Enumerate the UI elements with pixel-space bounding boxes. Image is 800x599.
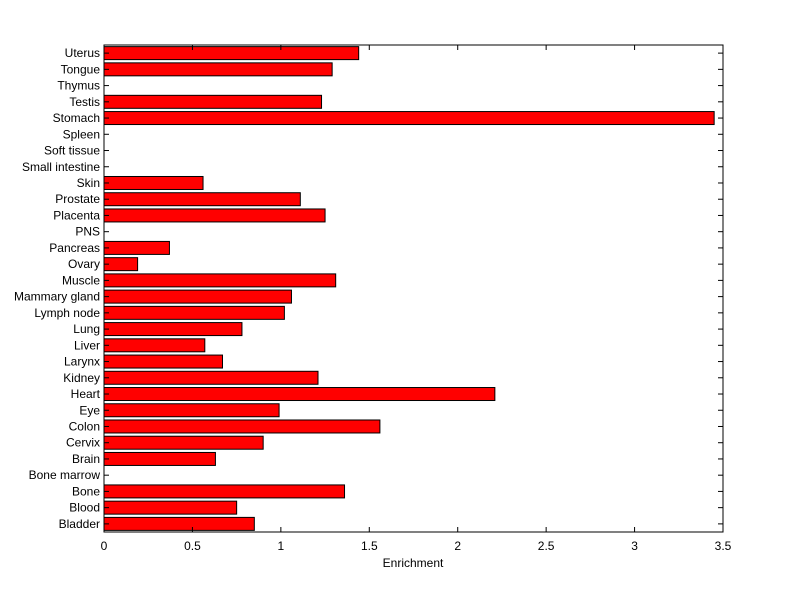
y-tick-label-pns: PNS [75,225,100,239]
y-tick-label-stomach: Stomach [53,111,100,125]
y-axis-ticks: Uterus Tongue Thymus Testis Stomach Spleen Sof… [14,46,723,531]
y-tick-label-thymus: Thymus [57,79,100,93]
y-tick-label-bone: Bone [72,484,100,498]
bar-testis [103,94,323,109]
y-tick-label-liver: Liver [74,338,100,352]
y-tick-label-kidney: Kidney [63,371,100,385]
bar-kidney [103,370,319,385]
y-tick-label-placenta: Placenta [53,208,100,222]
bar-tongue [103,62,333,77]
bar-larynx [103,354,223,369]
y-tick-label-heart: Heart [71,387,101,401]
bar-stomach [103,111,715,126]
bar-muscle [103,273,337,288]
bar-lymph-node [103,305,285,320]
bar-liver [103,338,206,353]
y-tick-label-cervix: Cervix [66,436,100,450]
y-tick-label-bone-marrow: Bone marrow [29,468,101,482]
y-tick-label-soft-tissue: Soft tissue [44,144,100,158]
y-tick-label-uterus: Uterus [65,46,100,60]
plot-frame [103,44,724,533]
y-tick-label-brain: Brain [72,452,100,466]
bar-heart [103,387,496,402]
y-tick-label-small-intestine: Small intestine [22,160,100,174]
x-tick-label: 0.5 [184,539,201,553]
y-tick-label-blood: Blood [69,501,100,515]
x-tick-label: 0 [101,539,108,553]
bar-prostate [103,192,301,207]
plot-area [104,45,723,532]
y-tick-label-lung: Lung [73,322,100,336]
x-tick-label: 3.5 [715,539,732,553]
y-tick-label-tongue: Tongue [61,62,101,76]
bar-eye [103,403,280,418]
y-tick-label-mammary-gland: Mammary gland [14,290,100,304]
y-tick-label-spleen: Spleen [63,127,100,141]
y-tick-label-ovary: Ovary [68,257,100,271]
bar-lung [103,322,243,337]
y-tick-label-larynx: Larynx [64,355,100,369]
y-tick-label-pancreas: Pancreas [49,241,100,255]
bar-colon [103,419,381,434]
y-tick-label-colon: Colon [69,419,100,433]
bar-mammary-gland [103,289,292,304]
bar-ovary [103,257,139,272]
bar-bladder [103,516,255,531]
x-tick-label: 3 [631,539,638,553]
y-tick-label-testis: Testis [69,95,100,109]
y-tick-label-prostate: Prostate [55,192,100,206]
x-tick-label: 1.5 [361,539,378,553]
bar-bone [103,484,346,499]
bar-blood [103,500,238,515]
x-tick-label: 2 [454,539,461,553]
y-tick-label-bladder: Bladder [59,517,100,531]
x-axis-ticks: 0 0.5 1 1.5 2 2.5 3 3.5 [101,45,732,553]
x-axis-label: Enrichment [383,556,444,570]
bar-brain [103,451,216,466]
y-tick-label-lymph-node: Lymph node [34,306,100,320]
bar-uterus [103,46,360,61]
y-tick-label-eye: Eye [79,403,100,417]
bar-skin [103,175,204,190]
x-tick-label: 1 [278,539,285,553]
y-tick-label-skin: Skin [77,176,100,190]
y-tick-label-muscle: Muscle [62,273,100,287]
bar-placenta [103,208,326,223]
bar-cervix [103,435,264,450]
x-tick-label: 2.5 [538,539,555,553]
bar-pancreas [103,240,170,255]
